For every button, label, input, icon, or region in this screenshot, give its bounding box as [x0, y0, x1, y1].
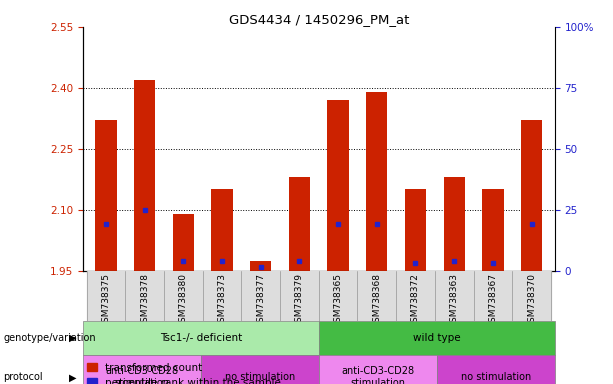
Text: GSM738365: GSM738365	[333, 273, 343, 328]
Bar	[164, 271, 203, 321]
Bar	[96, 120, 116, 271]
Bar	[357, 271, 396, 273]
Bar	[83, 321, 319, 355]
Bar	[242, 271, 280, 321]
Text: GSM738370: GSM738370	[527, 273, 536, 328]
Bar	[125, 271, 164, 321]
Bar	[319, 321, 555, 355]
Bar	[289, 177, 310, 271]
Text: GSM738367: GSM738367	[489, 273, 497, 328]
Bar	[250, 261, 272, 271]
Bar	[203, 271, 242, 321]
Bar	[201, 355, 319, 384]
Bar	[512, 271, 551, 273]
Bar	[396, 271, 435, 321]
Text: protocol: protocol	[3, 372, 43, 382]
Text: GSM738373: GSM738373	[218, 273, 227, 328]
Bar	[482, 189, 503, 271]
Bar	[280, 271, 319, 273]
Bar	[319, 271, 357, 321]
Bar	[86, 271, 125, 321]
Bar	[83, 355, 201, 384]
Bar	[435, 271, 473, 273]
Bar	[521, 120, 542, 271]
Bar	[357, 271, 396, 321]
Bar	[203, 271, 242, 273]
Text: GSM738380: GSM738380	[179, 273, 188, 328]
Text: anti-CD3-CD28
stimulation: anti-CD3-CD28 stimulation	[341, 366, 414, 384]
Bar	[444, 177, 465, 271]
Text: GSM738377: GSM738377	[256, 273, 265, 328]
Title: GDS4434 / 1450296_PM_at: GDS4434 / 1450296_PM_at	[229, 13, 409, 26]
Text: GSM738368: GSM738368	[372, 273, 381, 328]
Text: anti-CD3-CD28
stimulation: anti-CD3-CD28 stimulation	[105, 366, 178, 384]
Bar	[134, 80, 155, 271]
Text: no stimulation: no stimulation	[224, 372, 295, 382]
Bar	[242, 271, 280, 273]
Bar	[164, 271, 203, 273]
Text: GSM738372: GSM738372	[411, 273, 420, 328]
Bar	[473, 271, 512, 321]
Text: wild type: wild type	[413, 333, 460, 343]
Bar	[396, 271, 435, 273]
Text: ▶: ▶	[69, 333, 77, 343]
Bar	[512, 271, 551, 321]
Bar	[211, 189, 233, 271]
Text: GSM738363: GSM738363	[450, 273, 459, 328]
Bar	[436, 355, 555, 384]
Text: no stimulation: no stimulation	[460, 372, 531, 382]
Bar	[435, 271, 473, 321]
Bar	[319, 355, 436, 384]
Bar	[86, 271, 125, 273]
Bar	[327, 100, 349, 271]
Bar	[366, 92, 387, 271]
Text: ▶: ▶	[69, 372, 77, 382]
Text: GSM738375: GSM738375	[102, 273, 110, 328]
Bar	[405, 189, 426, 271]
Bar	[319, 271, 357, 273]
Bar	[125, 271, 164, 273]
Bar	[473, 271, 512, 273]
Text: Tsc1-/- deficient: Tsc1-/- deficient	[159, 333, 242, 343]
Text: genotype/variation: genotype/variation	[3, 333, 96, 343]
Text: GSM738379: GSM738379	[295, 273, 304, 328]
Legend: transformed count, percentile rank within the sample: transformed count, percentile rank withi…	[82, 359, 286, 384]
Bar	[280, 271, 319, 321]
Text: GSM738378: GSM738378	[140, 273, 149, 328]
Bar	[173, 214, 194, 271]
